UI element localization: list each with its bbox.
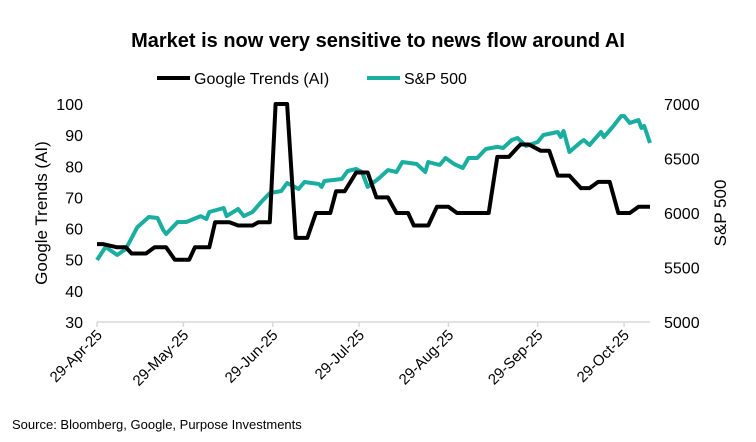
- x-tick-label: 29-Jun-25: [222, 327, 282, 387]
- y-left-tick-label: 30: [65, 315, 83, 332]
- series-lines: [95, 102, 652, 262]
- y-left-tick-label: 100: [56, 97, 83, 114]
- x-tick-label: 29-Jul-25: [312, 327, 368, 383]
- x-tick-label: 29-May-25: [130, 327, 193, 390]
- y-right-tick-label: 7000: [664, 97, 700, 114]
- y-right-tick-label: 5000: [664, 315, 700, 332]
- source-note: Source: Bloomberg, Google, Purpose Inves…: [12, 417, 302, 432]
- x-tick-label: 29-Sep-25: [485, 327, 547, 389]
- series-line-sp500: [95, 114, 652, 262]
- y-right-ticks: 5000 5500 6000 6500 7000: [664, 97, 700, 332]
- y-left-axis-title: Google Trends (AI): [32, 141, 51, 285]
- y-left-tick-label: 50: [65, 253, 83, 270]
- y-left-tick-label: 70: [65, 190, 83, 207]
- legend-label-sp500: S&P 500: [404, 71, 467, 88]
- y-right-tick-label: 6000: [664, 206, 700, 223]
- x-tick-label: 29-Aug-25: [396, 327, 458, 389]
- x-ticks: 29-Apr-25 29-May-25 29-Jun-25 29-Jul-25 29-A…: [47, 322, 633, 390]
- y-right-tick-label: 6500: [664, 152, 700, 169]
- legend-label-google-trends: Google Trends (AI): [194, 71, 329, 88]
- y-left-tick-label: 60: [65, 222, 83, 239]
- y-left-ticks: 30 40 50 60 70 80 90 100: [56, 97, 83, 332]
- x-tick-label: 29-Apr-25: [47, 327, 106, 386]
- y-left-tick-label: 40: [65, 284, 83, 301]
- y-left-tick-label: 90: [65, 128, 83, 145]
- series-line-google-trends: [97, 102, 650, 262]
- y-right-axis-title: S&P 500: [711, 180, 730, 247]
- y-right-tick-label: 5500: [664, 261, 700, 278]
- y-left-tick-label: 80: [65, 159, 83, 176]
- legend: Google Trends (AI) S&P 500: [157, 71, 467, 88]
- chart-title: Market is now very sensitive to news flo…: [131, 30, 625, 52]
- x-tick-label: 29-Oct-25: [574, 327, 633, 386]
